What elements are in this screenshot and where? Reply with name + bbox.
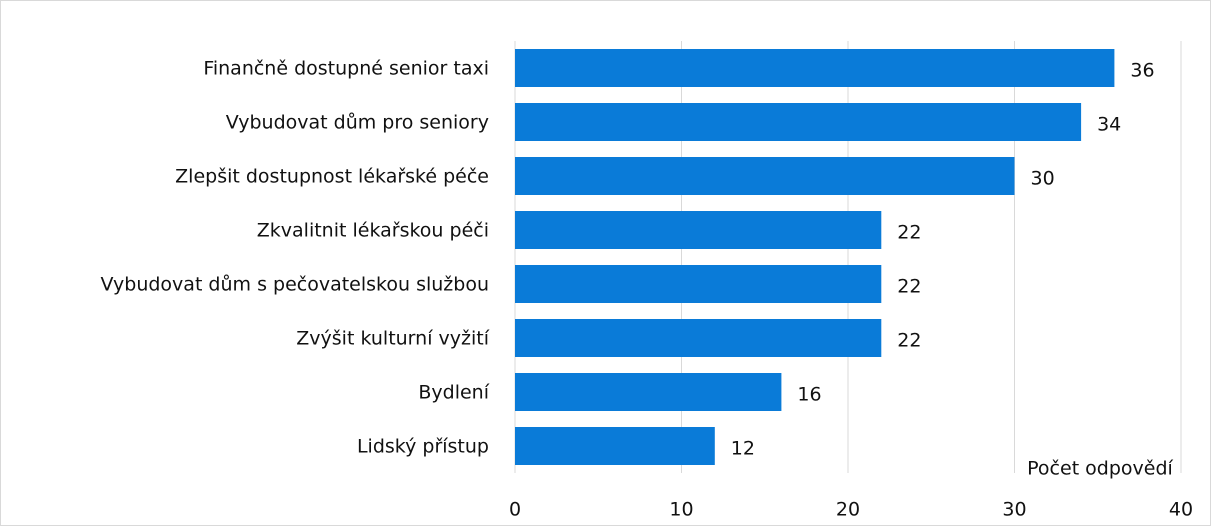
x-tick-label: 30 [1002, 499, 1026, 521]
data-label: 12 [731, 438, 755, 460]
y-tick-label: Finančně dostupné senior taxi [203, 58, 489, 80]
bar [515, 157, 1015, 195]
x-tick-label: 20 [836, 499, 860, 521]
y-tick-label: Vybudovat dům s pečovatelskou službou [101, 274, 489, 296]
data-label: 22 [897, 276, 921, 298]
x-axis-label: Počet odpovědí [1027, 458, 1173, 480]
y-tick-label: Zkvalitnit lékařskou péči [257, 220, 489, 242]
bar [515, 211, 882, 249]
y-tick-label: Zvýšit kulturní vyžití [296, 328, 489, 350]
data-label: 22 [897, 222, 921, 244]
y-tick-label: Bydlení [418, 382, 489, 404]
y-tick-label: Vybudovat dům pro seniory [226, 112, 489, 134]
data-label: 22 [897, 330, 921, 352]
bar [515, 49, 1115, 87]
x-tick-label: 40 [1169, 499, 1193, 521]
bar [515, 427, 715, 465]
bar [515, 319, 882, 357]
data-label: 16 [797, 384, 821, 406]
x-tick-label: 0 [509, 499, 521, 521]
bar [515, 103, 1082, 141]
data-label: 36 [1130, 60, 1154, 82]
y-tick-label: Lidský přístup [357, 436, 489, 458]
bar [515, 373, 782, 411]
x-tick-label: 10 [669, 499, 693, 521]
y-tick-label: Zlepšit dostupnost lékařské péče [175, 166, 489, 188]
bar [515, 265, 882, 303]
data-label: 30 [1031, 168, 1055, 190]
data-label: 34 [1097, 114, 1121, 136]
